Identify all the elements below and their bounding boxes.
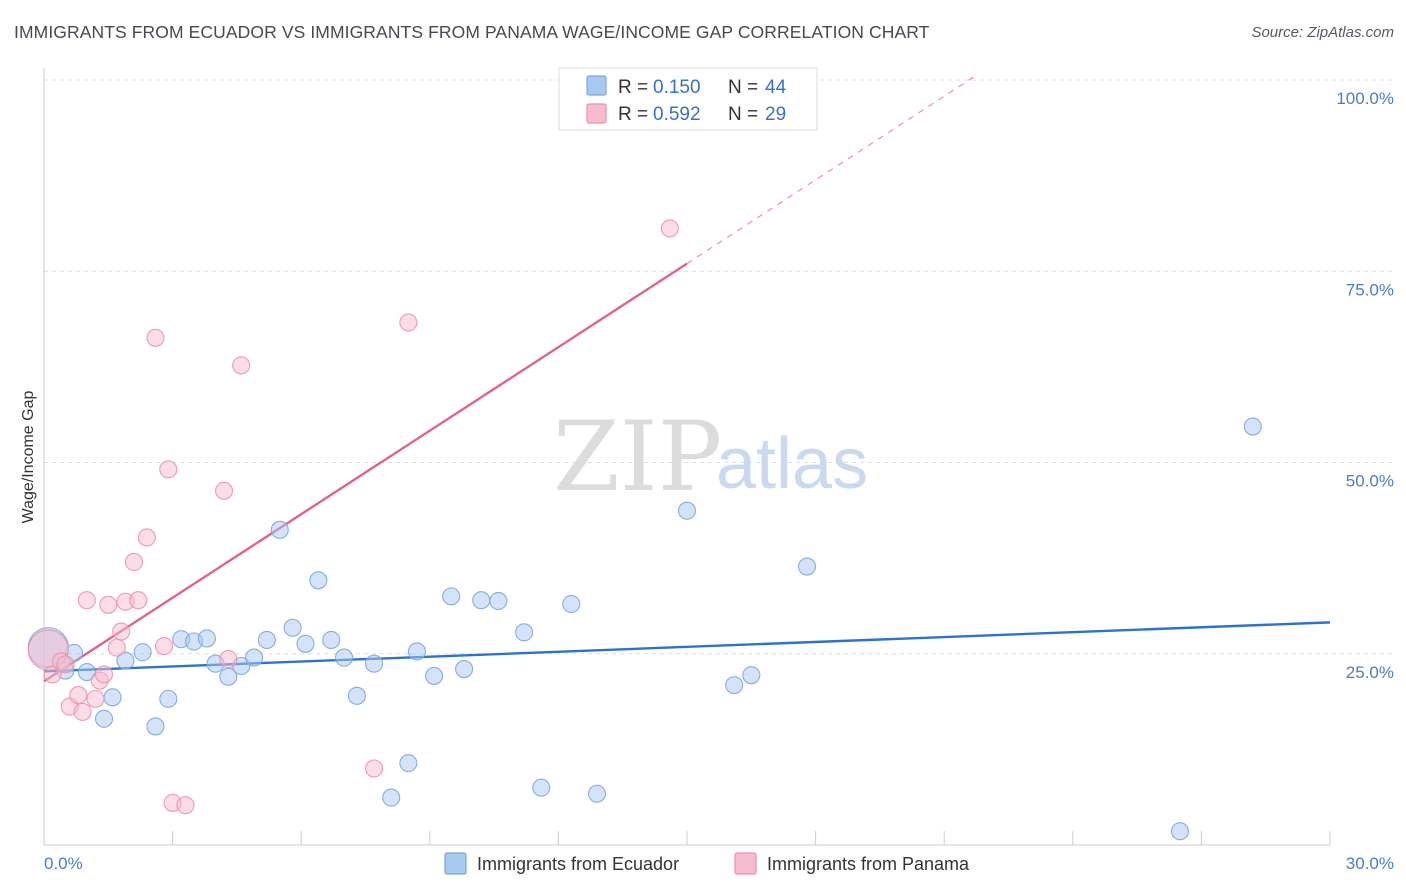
x-tick-label: 0.0%: [44, 854, 83, 873]
bottom-legend-swatch-ecuador: [444, 852, 467, 875]
panama-point: [154, 637, 174, 656]
ecuador-point: [257, 630, 276, 650]
ecuador-point: [532, 778, 551, 797]
y-tick-label: 100.0%: [1336, 89, 1394, 108]
ecuador-point: [472, 591, 491, 610]
ecuador-point: [309, 571, 328, 590]
x-tick-label: 30.0%: [1346, 854, 1394, 873]
ecuador-point: [725, 676, 744, 695]
data-points: [27, 219, 1262, 841]
chart-title: IMMIGRANTS FROM ECUADOR VS IMMIGRANTS FR…: [14, 22, 930, 42]
ecuador-point: [219, 667, 238, 686]
ecuador-point: [103, 688, 122, 707]
trend-lines: [43, 73, 1331, 683]
axes: [43, 68, 1331, 846]
legend-r-label-panama: R =: [618, 104, 648, 125]
panama-point: [176, 796, 195, 815]
ecuador-point: [146, 717, 165, 736]
trend-line-panama-extension: [686, 73, 979, 265]
ecuador-point: [159, 689, 178, 708]
ecuador-point: [587, 784, 607, 803]
ecuador-point: [425, 666, 444, 685]
watermark: ZIP atlas: [553, 401, 868, 513]
ecuador-point: [1170, 822, 1190, 841]
ecuador-point: [442, 587, 461, 606]
panama-point: [73, 702, 92, 721]
legend-n-label-panama: N =: [728, 104, 758, 125]
ecuador-point: [296, 634, 315, 653]
panama-point: [94, 665, 114, 684]
y-axis-label: Wage/Income Gap: [20, 391, 37, 524]
legend-n-label-ecuador: N =: [728, 77, 758, 98]
y-tick-label: 50.0%: [1346, 472, 1394, 491]
panama-point: [660, 219, 679, 238]
panama-point: [99, 595, 118, 614]
panama-point: [69, 686, 88, 705]
panama-point: [43, 665, 62, 684]
legend-r-label-ecuador: R =: [618, 77, 648, 98]
source-label: Source: ZipAtlas.com: [1251, 24, 1394, 41]
panama-point: [112, 622, 131, 641]
ecuador-point: [515, 623, 534, 642]
trend-line-panama: [43, 262, 688, 683]
ecuador-point: [94, 709, 114, 728]
y-tick-labels: 25.0% 50.0% 75.0% 100.0%: [1336, 89, 1394, 682]
ecuador-point: [399, 754, 418, 773]
ecuador-point: [742, 666, 761, 685]
legend-n-value-panama: 29: [765, 104, 786, 125]
panama-point: [77, 591, 96, 610]
panama-point: [232, 356, 251, 375]
bottom-legend-label-ecuador: Immigrants from Ecuador: [477, 854, 679, 874]
x-tick-labels: 0.0% 30.0%: [44, 854, 1394, 873]
ecuador-point: [562, 594, 581, 614]
panama-point: [137, 528, 156, 547]
ecuador-point: [244, 648, 264, 667]
watermark-atlas: atlas: [716, 424, 868, 504]
ecuador-point: [322, 630, 341, 650]
legend-r-value-panama: 0.592: [653, 104, 701, 125]
ecuador-point: [455, 659, 474, 679]
legend-swatch-panama: [586, 103, 607, 124]
ecuador-point: [283, 618, 302, 637]
panama-point: [214, 481, 234, 500]
ecuador-point: [197, 629, 216, 648]
top-legend: R = 0.150 N = 44 R = 0.592 N = 29: [558, 67, 818, 131]
y-tick-label: 75.0%: [1346, 280, 1394, 299]
ecuador-point: [365, 654, 384, 673]
bottom-legend-label-panama: Immigrants from Panama: [767, 854, 970, 874]
ecuador-point: [347, 686, 366, 705]
watermark-zip: ZIP: [553, 401, 722, 513]
panama-point: [365, 759, 384, 778]
panama-point: [129, 591, 148, 610]
bottom-legend: Immigrants from Ecuador Immigrants from …: [444, 852, 970, 875]
panama-point: [86, 689, 105, 708]
ecuador-point: [133, 643, 152, 662]
ecuador-point: [407, 642, 426, 661]
y-tick-label: 25.0%: [1346, 663, 1394, 682]
panama-point: [146, 328, 165, 347]
legend-swatch-ecuador: [586, 75, 607, 96]
ecuador-point: [335, 648, 354, 667]
ecuador-point: [270, 520, 289, 539]
bottom-legend-swatch-panama: [734, 852, 757, 875]
panama-point: [159, 460, 178, 479]
panama-point: [107, 638, 126, 657]
legend-r-value-ecuador: 0.150: [653, 77, 701, 98]
panama-point: [399, 313, 418, 332]
ecuador-point: [797, 557, 817, 576]
ecuador-point: [116, 651, 135, 670]
panama-point: [56, 655, 75, 674]
ecuador-point: [677, 501, 697, 520]
ecuador-point: [382, 788, 401, 807]
panama-point: [219, 650, 238, 669]
legend-n-value-ecuador: 44: [765, 77, 787, 98]
panama-point: [124, 552, 144, 572]
ecuador-point: [489, 591, 508, 611]
ecuador-point: [1243, 417, 1262, 436]
